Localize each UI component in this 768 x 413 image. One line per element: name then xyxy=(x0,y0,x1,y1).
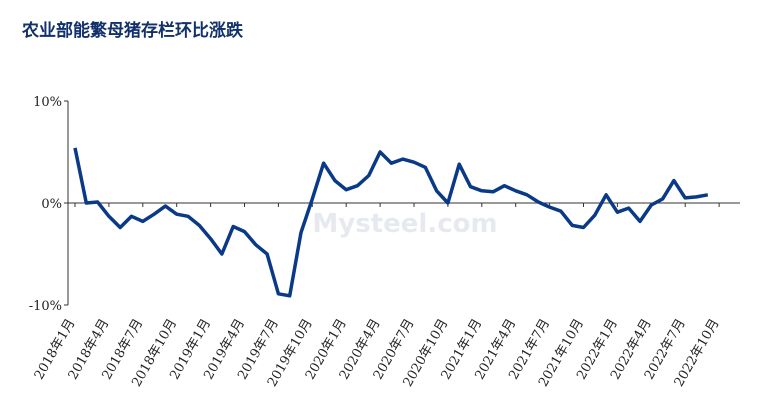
y-tick-label: 0% xyxy=(41,197,62,212)
chart-title: 农业部能繁母猪存栏环比涨跌 xyxy=(21,20,244,41)
y-tick-label: 10% xyxy=(33,95,62,110)
watermark: Mysteel.com xyxy=(312,209,497,239)
y-tick-label: -10% xyxy=(29,299,62,314)
data-line xyxy=(73,147,709,298)
